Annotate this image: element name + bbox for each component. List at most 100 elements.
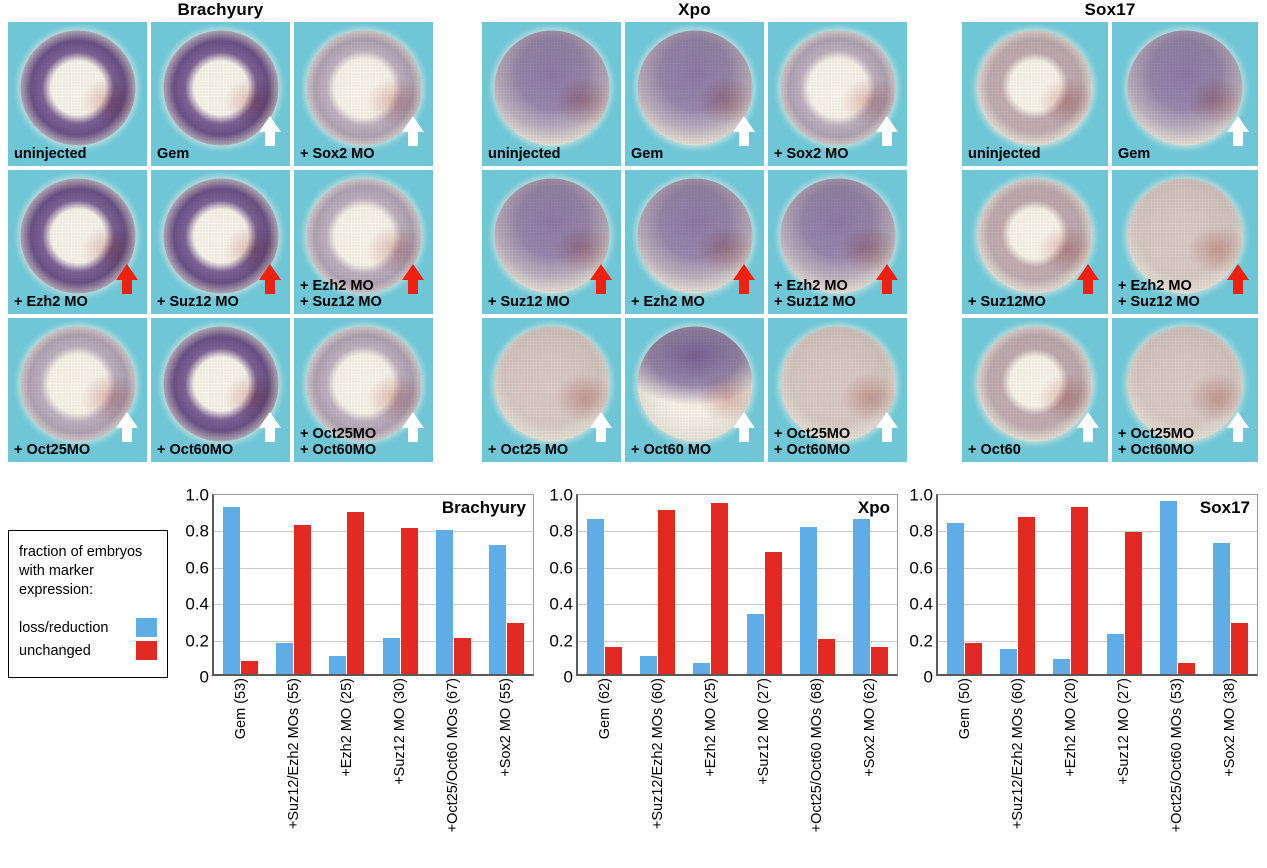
bar-unchanged[interactable] (453, 637, 471, 674)
embryo-panel[interactable]: + Oct25MO (8, 318, 147, 462)
chart-title: Sox17 (1199, 498, 1250, 517)
embryo-panel[interactable]: + Oct25MO + Oct60MO (1112, 318, 1258, 462)
bar-unchanged[interactable] (1177, 663, 1195, 674)
embryo-panel[interactable]: + Sox2 MO (768, 22, 907, 166)
bar-loss-reduction[interactable] (435, 530, 453, 674)
embryo-panel[interactable]: + Ezh2 MO + Suz12 MO (1112, 170, 1258, 314)
embryo-panel[interactable]: + Oct25MO + Oct60MO (768, 318, 907, 462)
embryo-panel[interactable]: + Ezh2 MO (8, 170, 147, 314)
bar-group[interactable] (320, 495, 373, 674)
embryo-panel[interactable]: uninjected (8, 22, 147, 166)
bar-loss-reduction[interactable] (799, 526, 817, 674)
x-axis-tick-label: Gem (50) (956, 678, 973, 740)
chart-section: fraction of embryos with marker expressi… (0, 476, 1267, 868)
bar-unchanged[interactable] (870, 646, 888, 674)
x-axis-tick-label: +Suz12 MO (27) (756, 678, 773, 785)
embryo-image (1127, 178, 1243, 294)
embryo-panel[interactable]: + Suz12 MO (482, 170, 621, 314)
bar-groups (938, 495, 1257, 674)
y-axis-tick-label: 1.0 (909, 485, 933, 505)
embryo-panel[interactable]: Gem (1112, 22, 1258, 166)
bar-loss-reduction[interactable] (746, 613, 764, 674)
bar-group[interactable] (1151, 495, 1204, 674)
bar-unchanged[interactable] (294, 524, 312, 674)
y-axis-tick-label: 0.6 (549, 558, 573, 578)
embryo-panel[interactable]: + Oct60MO (151, 318, 290, 462)
bar-group[interactable] (1044, 495, 1097, 674)
gene-title-xpo: Xpo (678, 0, 711, 19)
embryo-panel[interactable]: + Suz12MO (962, 170, 1108, 314)
bar-unchanged[interactable] (711, 502, 729, 674)
bar-group[interactable] (374, 495, 427, 674)
bar-unchanged[interactable] (506, 623, 524, 674)
x-axis-tick-label: +Oct25/Oct60 MOs (67) (445, 678, 462, 833)
bar-loss-reduction[interactable] (276, 643, 294, 674)
bar-loss-reduction[interactable] (852, 519, 870, 674)
bar-group[interactable] (738, 495, 791, 674)
bar-group[interactable] (1204, 495, 1257, 674)
bar-loss-reduction[interactable] (1106, 633, 1124, 674)
embryo-panel[interactable]: + Oct60 (962, 318, 1108, 462)
bar-group[interactable] (214, 495, 267, 674)
bar-group[interactable] (684, 495, 737, 674)
bar-group[interactable] (991, 495, 1044, 674)
bar-loss-reduction[interactable] (223, 506, 241, 674)
bar-loss-reduction[interactable] (1159, 501, 1177, 674)
bar-group[interactable] (578, 495, 631, 674)
bar-group[interactable] (938, 495, 991, 674)
bar-loss-reduction[interactable] (1000, 648, 1018, 674)
bar-unchanged[interactable] (1230, 623, 1248, 674)
embryo-panel[interactable]: + Sox2 MO (294, 22, 433, 166)
bar-unchanged[interactable] (347, 512, 365, 674)
bar-loss-reduction[interactable] (488, 544, 506, 674)
embryo-panel[interactable]: + Oct60 MO (625, 318, 764, 462)
embryo-panel[interactable]: Gem (625, 22, 764, 166)
bar-group[interactable] (1098, 495, 1151, 674)
bar-loss-reduction[interactable] (1053, 659, 1071, 674)
y-axis-tick-label: 0.2 (909, 631, 933, 651)
bar-unchanged[interactable] (605, 646, 623, 674)
bar-unchanged[interactable] (1071, 506, 1089, 674)
bar-unchanged[interactable] (1018, 517, 1036, 674)
x-axis-tick-label: Gem (62) (596, 678, 613, 740)
bar-loss-reduction[interactable] (947, 522, 965, 674)
embryo-image (780, 30, 895, 146)
bar-unchanged[interactable] (817, 639, 835, 674)
embryo-panel[interactable]: + Ezh2 MO + Suz12 MO (768, 170, 907, 314)
embryo-panel[interactable]: + Ezh2 MO (625, 170, 764, 314)
x-axis-tick-label: +Sox2 MO (55) (498, 678, 515, 777)
bar-unchanged[interactable] (764, 552, 782, 674)
bar-loss-reduction[interactable] (1212, 542, 1230, 674)
legend-color-swatch (136, 641, 157, 660)
embryo-image (780, 326, 895, 442)
bar-loss-reduction[interactable] (640, 655, 658, 674)
bar-group[interactable] (844, 495, 897, 674)
embryo-panel[interactable]: Gem (151, 22, 290, 166)
bar-loss-reduction[interactable] (382, 637, 400, 674)
embryo-panel[interactable]: uninjected (962, 22, 1108, 166)
embryo-panel[interactable]: + Oct25MO + Oct60MO (294, 318, 433, 462)
bar-group[interactable] (631, 495, 684, 674)
bar-unchanged[interactable] (1124, 532, 1142, 674)
bar-loss-reduction[interactable] (693, 663, 711, 674)
embryo-panel[interactable]: + Ezh2 MO + Suz12 MO (294, 170, 433, 314)
embryo-row: + Oct25MO + Oct60MO + Oct25MO + Oct60MO (8, 318, 433, 462)
x-axis-tick-label: +Suz12/Ezh2 MOs (55) (285, 678, 302, 830)
bar-group[interactable] (267, 495, 320, 674)
embryo-panel[interactable]: uninjected (482, 22, 621, 166)
bar-group[interactable] (791, 495, 844, 674)
embryo-panel[interactable]: + Suz12 MO (151, 170, 290, 314)
embryo-row: uninjected Gem + Sox2 MO (482, 22, 907, 166)
bar-unchanged[interactable] (241, 661, 259, 674)
bar-unchanged[interactable] (965, 643, 983, 674)
bar-unchanged[interactable] (658, 510, 676, 674)
bar-group[interactable] (427, 495, 480, 674)
embryo-panel[interactable]: + Oct25 MO (482, 318, 621, 462)
bar-loss-reduction[interactable] (587, 519, 605, 674)
bar-group[interactable] (480, 495, 533, 674)
legend-entry-label: unchanged (19, 642, 91, 659)
bar-unchanged[interactable] (400, 528, 418, 674)
bar-loss-reduction[interactable] (329, 655, 347, 674)
gridline (214, 604, 533, 606)
y-axis-tick-label: 1.0 (185, 485, 209, 505)
